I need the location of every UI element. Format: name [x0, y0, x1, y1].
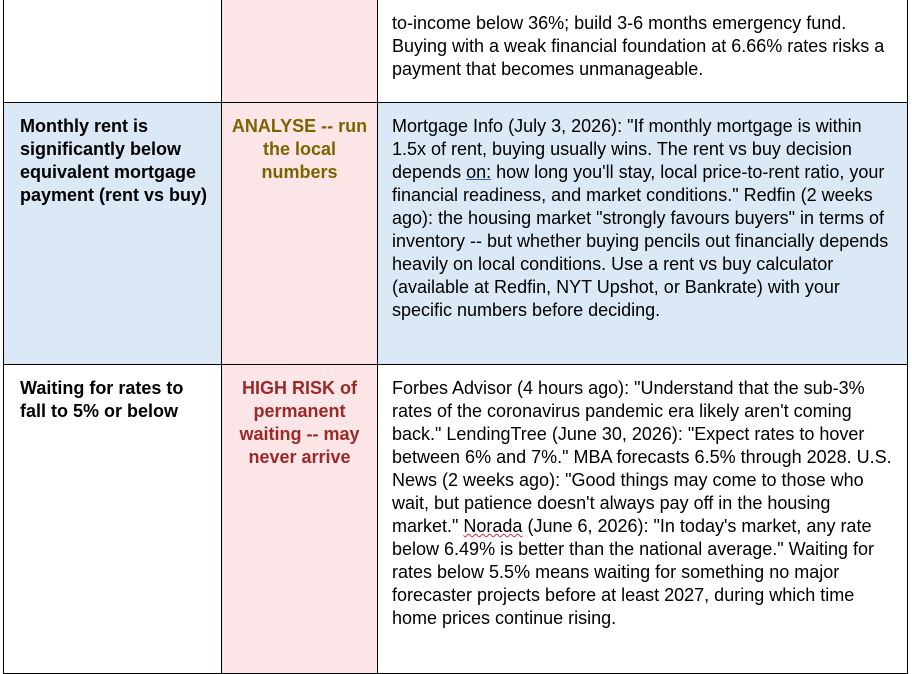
details-text-cont: (June 6, 2026): "In today's market, any …	[392, 516, 875, 628]
details-text-cont: how long you'll stay, local price-to-ren…	[392, 162, 889, 320]
verdict-cell: HIGH RISK of permanent waiting -- may ne…	[221, 364, 378, 674]
details-cell: to-income below 36%; build 3-6 months em…	[377, 0, 908, 103]
verdict-cell	[221, 0, 378, 103]
condition-text: Waiting for rates to fall to 5% or below	[20, 378, 184, 421]
condition-cell	[3, 0, 222, 103]
condition-cell: Waiting for rates to fall to 5% or below	[3, 364, 222, 674]
details-cell: Forbes Advisor (4 hours ago): "Understan…	[377, 364, 908, 674]
condition-text: Monthly rent is significantly below equi…	[20, 116, 208, 205]
spellcheck-word: Norada	[463, 516, 523, 536]
details-text: Forbes Advisor (4 hours ago): "Understan…	[392, 378, 892, 536]
table-row: to-income below 36%; build 3-6 months em…	[3, 0, 908, 103]
details-text: Mortgage Info (July 3, 2026): "If monthl…	[392, 116, 862, 182]
underlined-word: on:	[466, 162, 492, 182]
verdict-cell: ANALYSE -- run the local numbers	[221, 102, 378, 365]
table-row: Monthly rent is significantly below equi…	[3, 102, 908, 365]
verdict-high-risk: HIGH RISK of permanent waiting -- may ne…	[239, 378, 360, 467]
verdict-analyse: ANALYSE -- run the local numbers	[231, 116, 368, 182]
details-text: to-income below 36%; build 3-6 months em…	[392, 13, 885, 79]
table-row: Waiting for rates to fall to 5% or below…	[3, 364, 908, 674]
condition-cell: Monthly rent is significantly below equi…	[3, 102, 222, 365]
comparison-table: to-income below 36%; build 3-6 months em…	[3, 0, 908, 674]
details-cell: Mortgage Info (July 3, 2026): "If monthl…	[377, 102, 908, 365]
